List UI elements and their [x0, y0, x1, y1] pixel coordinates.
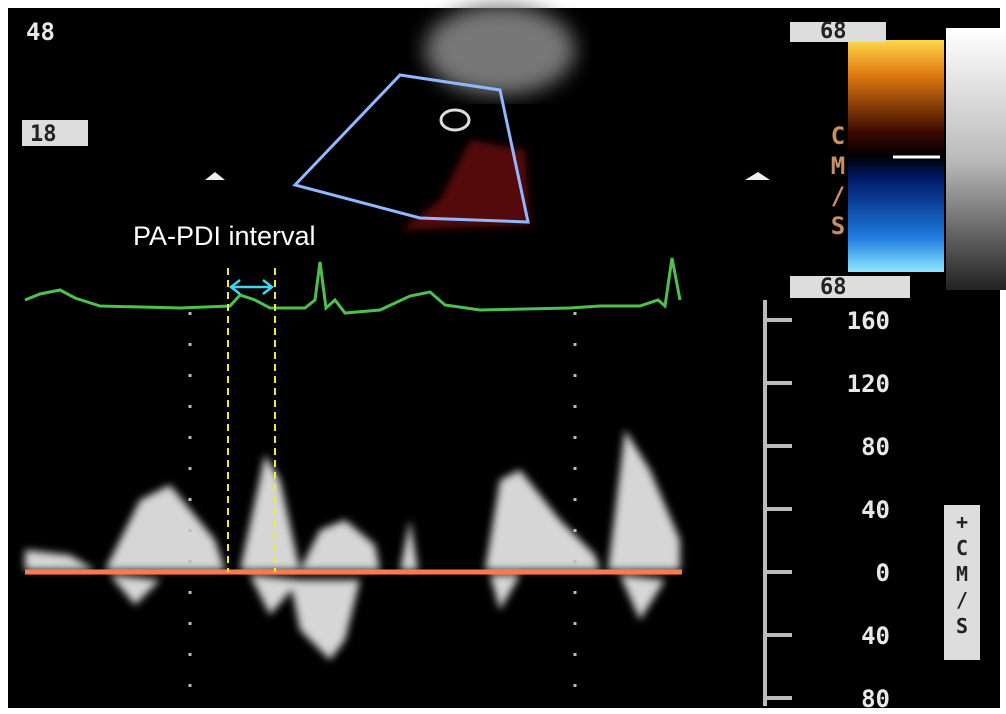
doppler-screen: 48 18 68 68 CM/S PA-PDI interval 16012 [0, 0, 1006, 714]
color-top-label: 68 [820, 19, 847, 44]
scale-label: 80 [861, 685, 890, 713]
color-bottom-label: 68 [820, 275, 847, 300]
gray-scale [946, 28, 1006, 290]
label-box [790, 276, 910, 298]
scale-label: 160 [847, 307, 890, 335]
color-unit: CM/S [824, 122, 852, 242]
scale-label: 40 [861, 496, 890, 524]
scale-label: 0 [876, 559, 890, 587]
scale-label: 80 [861, 433, 890, 461]
annotation: PA-PDI interval [133, 221, 316, 251]
depth-label: 48 [26, 18, 55, 46]
scale-unit: +CM/S [950, 510, 974, 640]
page: 48 18 68 68 CM/S PA-PDI interval 16012 [0, 0, 1006, 714]
scale-label: 120 [847, 370, 890, 398]
gain-label: 18 [30, 122, 57, 147]
scale-label: 40 [861, 622, 890, 650]
